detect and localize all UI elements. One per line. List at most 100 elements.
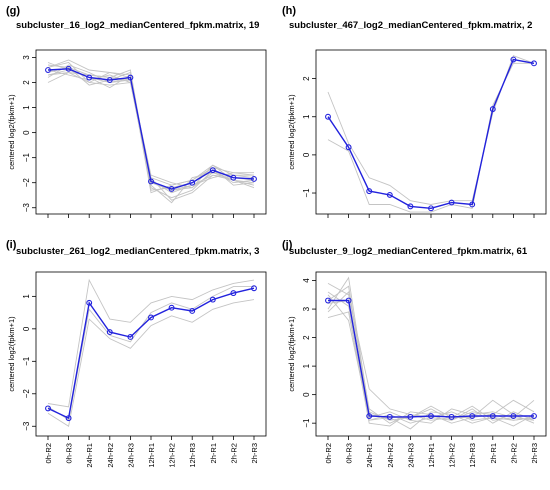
y-tick-label: 1 [302,363,311,368]
x-tick-label: 24h-R1 [365,443,374,468]
y-tick-label: 2 [302,76,311,81]
data-point [230,174,237,181]
background-profile-line [47,67,255,191]
y-axis-label: centered log2(fpkm+1) [287,316,296,392]
y-tick-label: 2 [302,335,311,340]
data-point [531,60,537,67]
chart-panel-1: (g) subcluster_16_log2_medianCentered_fpk… [6,5,267,218]
data-point [325,297,331,304]
data-point [106,77,113,83]
y-axis-label: centered log2(fpkm+1) [7,94,16,170]
data-point [106,329,113,336]
x-tick-label: 0h-R3 [65,443,74,463]
data-point [386,191,393,198]
chart-title: subcluster_467_log2_medianCentered_fpkm.… [289,20,532,31]
data-point [489,106,496,113]
data-point [469,201,476,208]
x-tick-label: 12h-R1 [427,443,436,468]
x-tick-label: 2h-R3 [250,443,259,463]
y-tick-label: 3 [302,306,311,311]
data-point [189,179,196,186]
data-point [189,308,196,314]
data-point [148,314,154,321]
data-point [345,144,352,151]
panel-label: (g) [6,5,20,17]
mean-profile-line [328,299,534,418]
background-profile-line [47,69,255,204]
y-tick-label: 0 [22,130,31,135]
data-point [209,167,216,174]
y-tick-label: −3 [22,203,31,213]
mean-profile-line [47,287,255,420]
data-point [45,405,51,412]
data-point [168,304,175,311]
background-profile-line [47,72,255,186]
x-tick-label: 2h-R1 [209,443,218,463]
y-axis-label: centered log2(fpkm+1) [7,316,16,392]
y-tick-label: 4 [302,278,311,283]
y-tick-label: 2 [22,80,31,85]
data-point [345,297,352,304]
data-point [45,67,51,73]
data-point [65,415,72,422]
data-point [489,413,496,419]
x-tick-label: 2h-R3 [530,443,539,463]
x-tick-label: 0h-R2 [44,443,53,463]
x-tick-label: 0h-R2 [324,443,333,463]
data-point [209,296,216,303]
data-point [86,74,93,81]
x-tick-label: 2h-R2 [229,443,238,463]
y-tick-label: 1 [302,114,311,119]
x-tick-label: 12h-R1 [147,443,156,468]
y-tick-label: 1 [22,105,31,110]
data-point [469,413,476,419]
panel-label: (h) [282,5,296,17]
x-tick-label: 12h-R2 [448,443,457,468]
y-tick-label: −3 [22,421,31,431]
data-point [366,188,373,195]
data-point [448,199,455,206]
y-tick-label: −1 [302,418,311,428]
data-point [428,205,434,212]
y-tick-label: 0 [302,152,311,157]
background-profile-line [327,55,535,205]
y-tick-label: −1 [22,356,31,366]
data-point [407,203,414,210]
background-profile-line [47,62,255,194]
y-tick-label: 3 [22,55,31,60]
x-tick-label: 12h-R3 [188,443,197,468]
background-profile-line [47,299,255,428]
data-point [448,413,455,420]
data-point [428,413,434,419]
data-point [148,178,154,185]
data-point [386,413,393,420]
data-point [251,175,257,182]
x-tick-label: 12h-R3 [468,443,477,468]
data-point [325,113,331,120]
chart-title: subcluster_16_log2_medianCentered_fpkm.m… [16,20,259,31]
y-tick-label: −2 [22,178,31,188]
x-tick-label: 24h-R3 [406,443,415,468]
data-point [531,413,537,419]
background-profile-line [47,286,254,421]
data-point [510,413,517,419]
mean-profile-line [47,68,255,190]
chart-title: subcluster_261_log2_medianCentered_fpkm.… [16,246,259,257]
background-profile-line [327,291,535,424]
y-tick-label: 1 [22,294,31,299]
x-tick-label: 24h-R3 [126,443,135,468]
chart-panel-3: (i)subcluster_261_log2_medianCentered_fp… [6,239,267,468]
data-point [407,413,414,420]
x-tick-label: 2h-R1 [489,443,498,463]
panel-label: (i) [6,239,17,251]
background-profile-line [47,278,255,408]
background-profile-line [47,64,255,189]
data-point [127,334,134,340]
data-point [168,186,175,192]
chart-panel-4: (j)subcluster_9_log2_medianCentered_fpkm… [282,239,547,468]
x-tick-label: 24h-R2 [106,443,115,468]
y-tick-label: 0 [22,326,31,331]
y-tick-label: −1 [302,188,311,198]
y-tick-label: 0 [302,392,311,397]
